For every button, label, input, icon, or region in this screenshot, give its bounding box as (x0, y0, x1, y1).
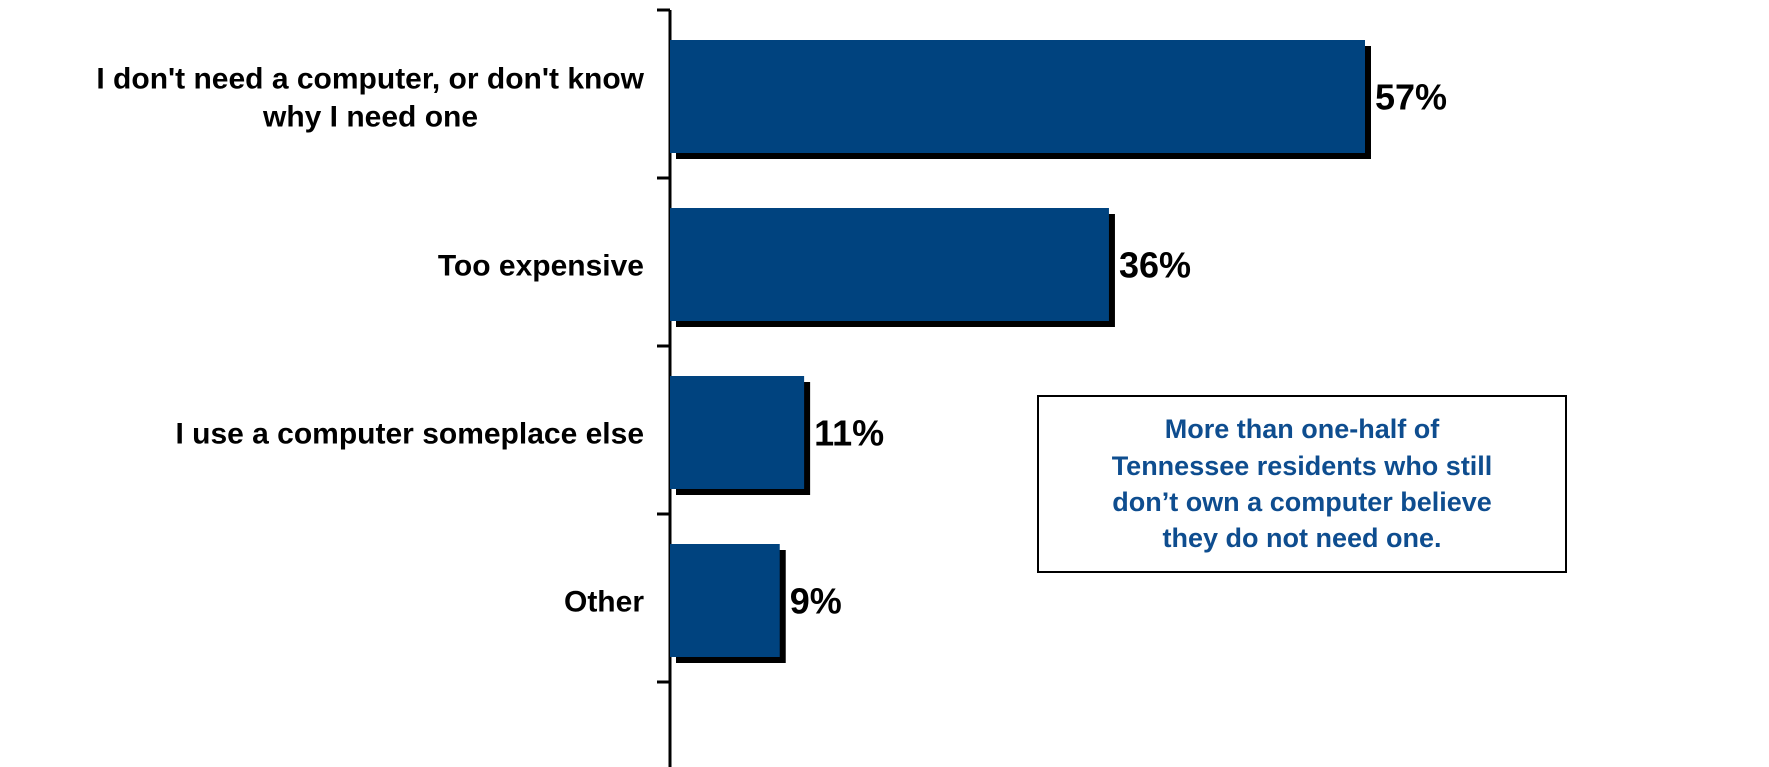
value-label: 11% (814, 413, 884, 454)
value-label: 9% (790, 581, 842, 622)
category-label: Too expensive (438, 250, 644, 283)
category-label: I use a computer someplace else (175, 418, 644, 451)
axis-layer (657, 8, 672, 767)
category-label: Other (564, 586, 644, 619)
callout-text: More than one-half of Tennessee resident… (1111, 414, 1493, 554)
callout-box: More than one-half of Tennessee resident… (1037, 395, 1567, 573)
bar (670, 208, 1109, 321)
label-layer: 57% I don't need a computer, or don't kno… (96, 63, 1447, 622)
bar (670, 376, 805, 489)
bar-layer (670, 40, 1371, 663)
value-label: 57% (1375, 77, 1447, 118)
value-label: 36% (1119, 245, 1191, 286)
bar (670, 40, 1365, 153)
bar (670, 544, 780, 657)
category-label: I don't need a computer, or don't know wh… (96, 63, 644, 134)
